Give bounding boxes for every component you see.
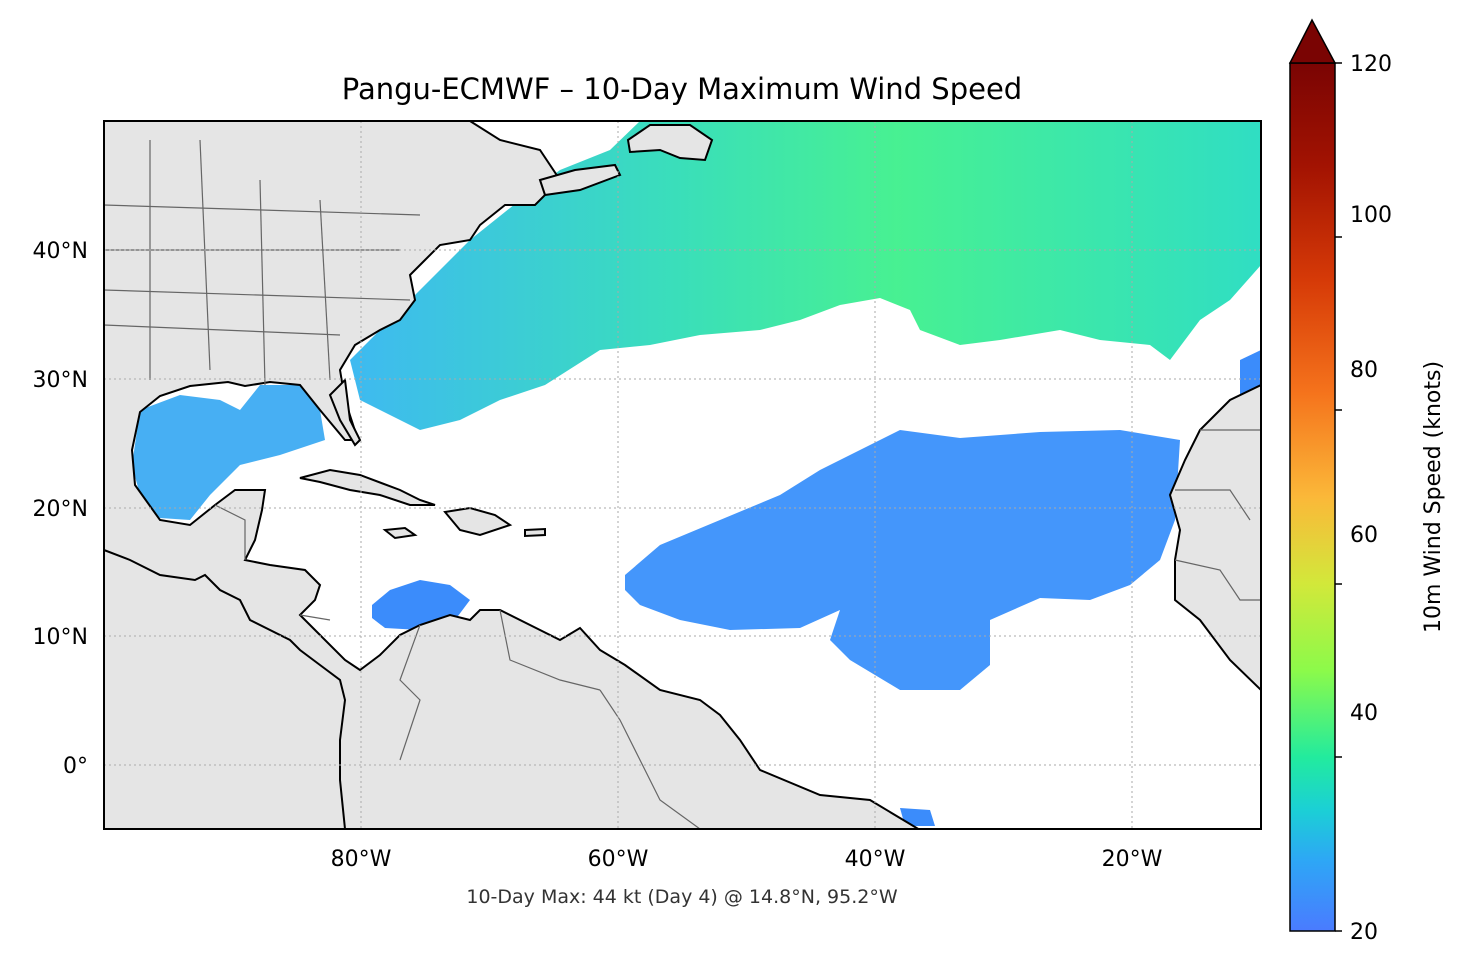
colorbar-tick-60: 60 bbox=[1350, 523, 1378, 548]
colorbar-tick-120: 120 bbox=[1350, 52, 1392, 77]
colorbar-tick-80: 80 bbox=[1350, 358, 1378, 383]
y-tick-labels: 40°N 30°N 20°N 10°N 0° bbox=[33, 239, 88, 779]
wind-gulf-of-mexico bbox=[132, 385, 325, 520]
y-tick-10n: 10°N bbox=[33, 625, 88, 650]
colorbar-label: 10m Wind Speed (knots) bbox=[1421, 361, 1446, 633]
land bbox=[104, 121, 1261, 829]
land-newfoundland bbox=[626, 124, 714, 162]
x-tick-60w: 60°W bbox=[588, 847, 649, 872]
colorbar-bar bbox=[1289, 62, 1336, 932]
y-tick-40n: 40°N bbox=[33, 239, 88, 264]
y-tick-30n: 30°N bbox=[33, 368, 88, 393]
wind-tropical-atlantic bbox=[625, 430, 1180, 690]
colorbar-tick-100: 100 bbox=[1350, 203, 1392, 228]
colorbar-extend-arrow bbox=[1288, 18, 1337, 64]
colorbar: 20 40 60 80 100 120 10m Wind Speed (knot… bbox=[1288, 18, 1446, 945]
x-tick-80w: 80°W bbox=[331, 847, 392, 872]
y-tick-0: 0° bbox=[63, 754, 88, 779]
map-frame bbox=[103, 120, 1262, 830]
map-panel bbox=[104, 121, 1261, 829]
y-tick-20n: 20°N bbox=[33, 497, 88, 522]
x-tick-40w: 40°W bbox=[845, 847, 906, 872]
land-jamaica bbox=[382, 526, 418, 540]
wind-equatorial-patch bbox=[900, 808, 935, 826]
land-puerto-rico bbox=[524, 527, 546, 538]
land-nova-scotia bbox=[538, 163, 622, 197]
max-wind-annotation: 10-Day Max: 44 kt (Day 4) @ 14.8°N, 95.2… bbox=[466, 886, 897, 908]
x-tick-20w: 20°W bbox=[1102, 847, 1163, 872]
country-borders bbox=[104, 139, 1261, 829]
land-florida bbox=[328, 377, 362, 447]
map-title: Pangu-ECMWF – 10-Day Maximum Wind Speed bbox=[342, 72, 1022, 106]
land-africa bbox=[1168, 383, 1261, 692]
gridlines bbox=[104, 121, 1261, 829]
colorbar-tick-20: 20 bbox=[1350, 920, 1378, 945]
colorbar-tick-40: 40 bbox=[1350, 701, 1378, 726]
land-cuba bbox=[299, 468, 436, 506]
wind-north-atlantic bbox=[350, 121, 1261, 430]
x-tick-labels: 80°W 60°W 40°W 20°W bbox=[331, 847, 1163, 872]
wind-cape-verde-patch bbox=[1240, 350, 1261, 398]
